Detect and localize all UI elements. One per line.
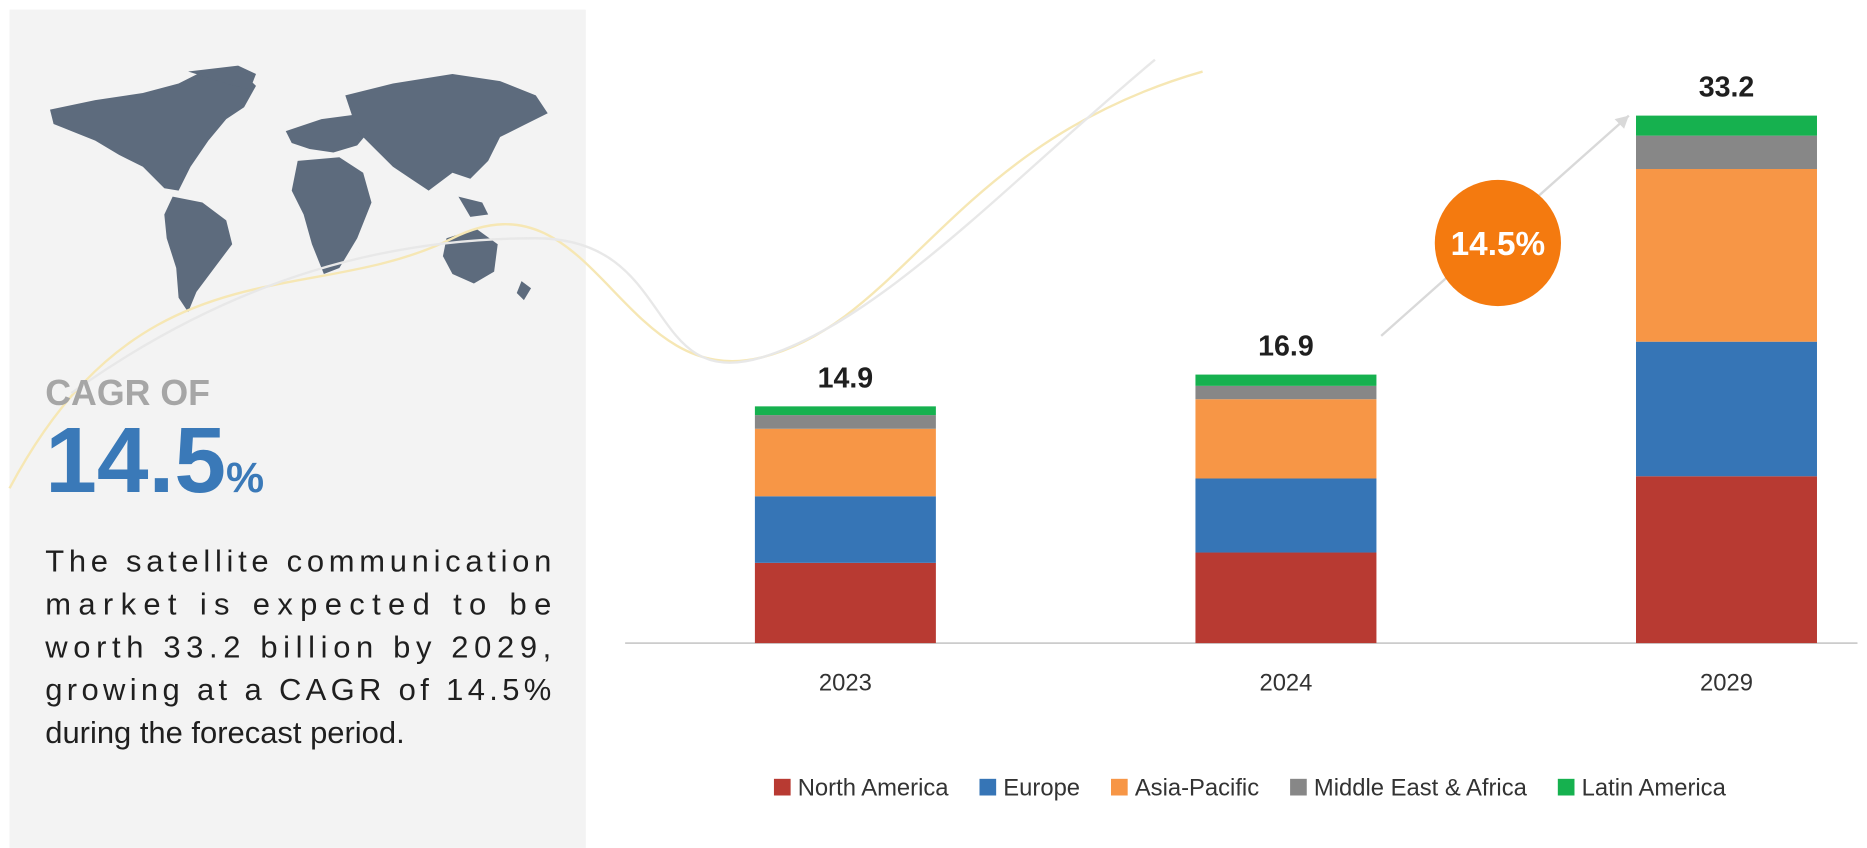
bar-segment <box>1195 552 1377 644</box>
total-label: 16.9 <box>1258 331 1314 363</box>
total-label: 14.9 <box>818 362 874 394</box>
total-label: 33.2 <box>1699 72 1755 104</box>
bar-segment <box>1636 476 1817 644</box>
legend-label: Middle East & Africa <box>1314 774 1528 801</box>
cagr-unit: % <box>226 454 264 502</box>
bar-segment <box>1195 385 1377 400</box>
legend-swatch <box>1557 778 1575 796</box>
legend-swatch <box>773 778 791 796</box>
growth-badge <box>1434 179 1561 307</box>
bar-segment <box>754 428 936 497</box>
bar-segment <box>754 406 936 416</box>
description-line: during the forecast period. <box>45 715 404 750</box>
bar-segment <box>1195 478 1377 553</box>
legend-swatch <box>979 778 997 796</box>
description-line: worth 33.2 billion by 2029, <box>44 629 551 664</box>
growth-badge-label: 14.5% <box>1451 226 1546 263</box>
legend-label: Latin America <box>1582 774 1727 801</box>
decorative-curves <box>8 58 1203 489</box>
x-tick-label: 2024 <box>1259 670 1312 697</box>
bar-segment <box>1195 374 1377 386</box>
x-tick-label: 2029 <box>1700 670 1753 697</box>
bar-segment <box>1195 399 1377 479</box>
legend-label: Europe <box>1003 774 1080 801</box>
legend-swatch <box>1290 778 1307 796</box>
bar-segment <box>754 415 936 429</box>
bar-segment <box>754 496 936 563</box>
legend-label: North America <box>798 774 950 801</box>
bar-segment <box>754 562 936 644</box>
legend-swatch <box>1111 778 1128 796</box>
bar-segment <box>1636 115 1817 136</box>
cagr-value: 14.5% <box>45 408 264 512</box>
bar-segment <box>1636 341 1817 477</box>
cagr-label: CAGR OF <box>45 373 210 413</box>
bar-segment <box>1636 168 1817 342</box>
cagr-number: 14.5 <box>45 408 226 512</box>
x-tick-label: 2023 <box>819 670 872 697</box>
legend-label: Asia-Pacific <box>1135 774 1259 801</box>
description-line: The satellite communication <box>45 544 551 579</box>
bar-segment <box>1636 135 1817 169</box>
description-line: growing at a CAGR of 14.5% <box>45 672 551 707</box>
